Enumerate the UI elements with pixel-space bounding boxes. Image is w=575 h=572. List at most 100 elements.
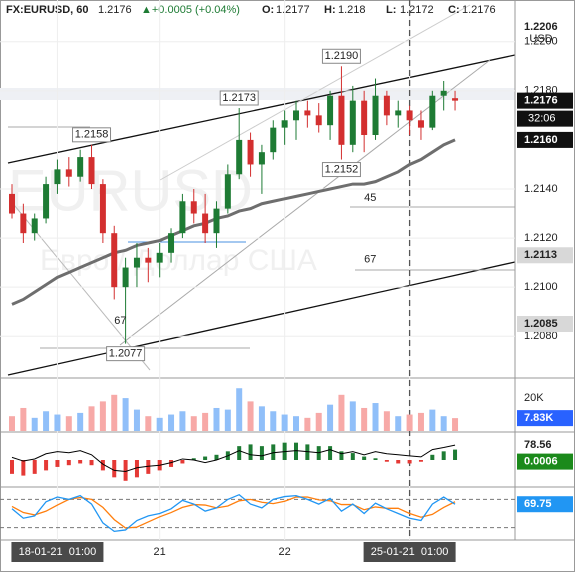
drawings (7, 4, 516, 376)
current-price: 1.2176 (524, 95, 558, 107)
volume-bar (327, 404, 334, 431)
x-tick-label: 22 (279, 546, 291, 558)
candle-body (9, 193, 15, 214)
volume-label-box (517, 410, 573, 427)
header: FX:EURUSD, 60 1.2176 ▲+0.0005 (+0.04%) (6, 4, 240, 16)
candle-body (270, 127, 277, 153)
volume-bar (156, 417, 163, 431)
candle-body (315, 115, 322, 126)
symbol: FX:EURUSD, 60 (6, 4, 89, 16)
histogram-bar (214, 454, 219, 460)
histogram-bar (453, 449, 458, 460)
candle-body (361, 100, 368, 135)
volume-bar (372, 403, 379, 431)
candle-body (213, 208, 220, 234)
volume-bar (54, 414, 61, 431)
annotation-box (72, 127, 112, 143)
candle-body (202, 213, 209, 234)
level-label: 45 (364, 192, 376, 204)
volume-label: 7.83K (524, 412, 553, 424)
annotation-box (321, 162, 361, 178)
histogram-bar (373, 458, 378, 460)
volume-bar (213, 407, 220, 431)
change: ▲+0.0005 (+0.04%) (141, 4, 240, 16)
volume-bar (31, 417, 38, 431)
ohlc-value: 1.218 (338, 4, 366, 16)
candle-body (168, 233, 175, 253)
ohlc-value: 1.2177 (276, 4, 310, 16)
ohlc-value: 1.2172 (400, 4, 434, 16)
volume-bar (179, 411, 186, 431)
histogram-bar (271, 444, 276, 460)
candle-body (190, 201, 197, 214)
watermark: Евро / Доллар США (40, 244, 317, 277)
countdown-box (517, 110, 573, 127)
volume-bar (349, 401, 356, 431)
volume-bar (429, 409, 436, 431)
stoch-label-box (517, 496, 573, 513)
candle-body (122, 267, 129, 288)
price-label-box (517, 247, 573, 264)
candle-body (133, 257, 140, 268)
histogram-bar (441, 451, 446, 460)
histogram-bar (169, 460, 174, 467)
volume-bar (383, 411, 390, 431)
volume-bar (236, 388, 243, 431)
candle-body (372, 95, 379, 135)
volume-bar (65, 416, 72, 431)
histogram-bar (78, 460, 83, 464)
annotation: 1.2077 (109, 348, 143, 360)
candle-body (156, 252, 163, 263)
volume-bar (406, 414, 413, 431)
histogram-bar (44, 460, 49, 471)
candle-body (281, 120, 288, 128)
volume-bar (77, 412, 84, 431)
price-label: 1.2160 (524, 134, 558, 146)
histogram-bar (134, 460, 139, 478)
ohlc-name: H: (324, 4, 336, 16)
stoch-k (11, 493, 456, 533)
candle-body (429, 95, 436, 128)
stoch-d (11, 496, 456, 529)
annotation: 1.2152 (325, 163, 359, 175)
candle-body (65, 169, 72, 177)
histogram-label: 0.0006 (524, 456, 558, 468)
histogram-bar (146, 460, 151, 474)
candle-body (440, 90, 447, 96)
currency: USD (529, 33, 552, 45)
candle-body (406, 110, 413, 121)
y-tick-label: 1.2100 (524, 281, 558, 293)
volume-bar (417, 412, 424, 431)
ohlc-value: 1.2176 (462, 4, 496, 16)
ohlc-name: C: (448, 4, 460, 16)
level-label: 67 (114, 315, 126, 327)
moving-average (11, 138, 456, 306)
candle-body (304, 110, 311, 116)
histogram-bar (339, 451, 344, 460)
candle-body (349, 100, 356, 145)
histogram-bar (294, 442, 298, 460)
volume-bar (258, 406, 265, 431)
histogram-bar (21, 460, 26, 476)
volume-bar (395, 416, 402, 431)
x-tick-label: 21 (154, 546, 166, 558)
volume-bar (99, 401, 106, 431)
volume-bar (440, 416, 447, 431)
price-label: 1.2113 (524, 249, 557, 261)
candle-body (99, 184, 106, 234)
candle-body (77, 157, 84, 177)
candle-body (236, 139, 243, 175)
candle-body (395, 110, 402, 116)
volume-bar (122, 398, 129, 431)
volume-bar (20, 407, 27, 431)
volume-bar (293, 416, 299, 431)
price-label-box (517, 316, 573, 332)
countdown: 32:06 (528, 113, 556, 125)
candle-body (247, 139, 254, 165)
volume-bar (168, 414, 175, 431)
histogram-bar (66, 460, 71, 466)
volume-bar (452, 418, 459, 431)
annotation: 1.2190 (325, 50, 359, 62)
